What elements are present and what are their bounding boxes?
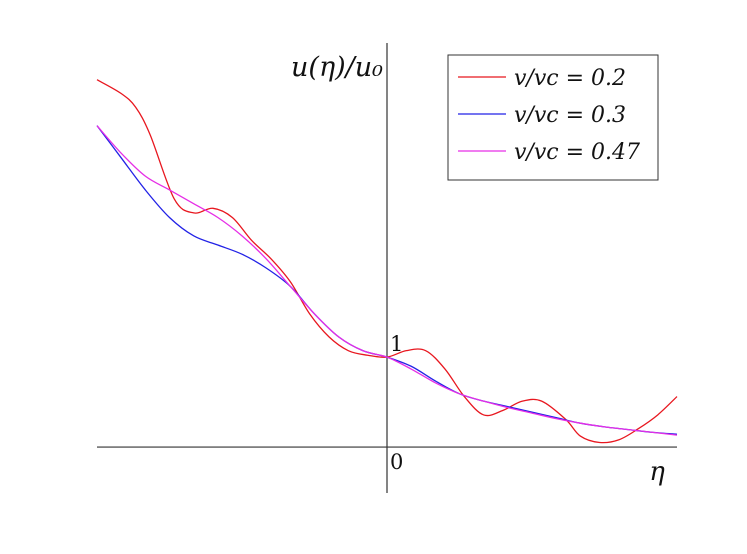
x-axis-label: η <box>649 457 665 487</box>
annotation-1: 1 <box>390 332 403 356</box>
series-layer <box>96 79 678 444</box>
annotation-2: 0 <box>390 450 403 474</box>
labels: u(η)/u₀ η 1 0 <box>291 52 665 487</box>
y-axis-label: u(η)/u₀ <box>291 52 383 83</box>
legend-entry-2: v/vc = 0.3 <box>514 103 626 128</box>
legend-entry-3: v/vc = 0.47 <box>514 140 640 165</box>
series-line-3 <box>96 125 678 436</box>
legend: v/vc = 0.2 v/vc = 0.3 v/vc = 0.47 <box>447 54 659 181</box>
legend-box <box>447 54 659 181</box>
legend-entry-1: v/vc = 0.2 <box>514 66 626 91</box>
axes <box>97 43 677 493</box>
